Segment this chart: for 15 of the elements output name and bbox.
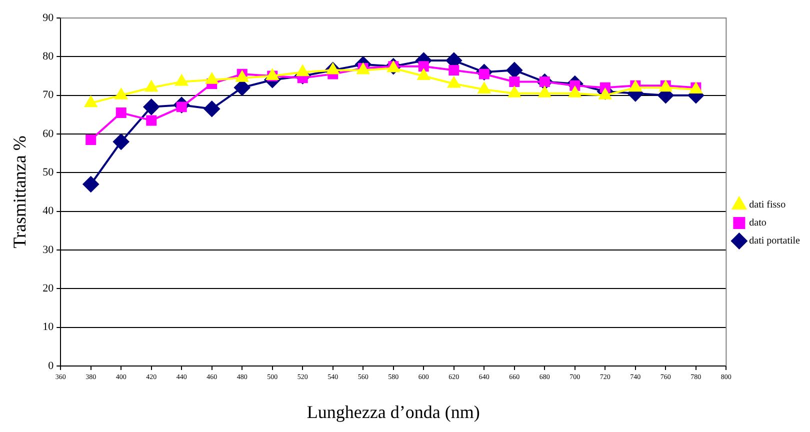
- legend-label: dati portatile: [749, 236, 801, 247]
- y-tick-label: 50: [42, 166, 54, 179]
- y-tick-label: 70: [42, 89, 54, 102]
- y-tick-label: 40: [42, 205, 54, 218]
- y-tick-label: 30: [42, 244, 54, 256]
- y-tick-label: 20: [42, 282, 54, 295]
- legend-label: dati fisso: [749, 200, 786, 211]
- legend-label: dato: [749, 218, 766, 229]
- x-axis-title: Lunghezza d’onda (nm): [306, 402, 480, 422]
- y-tick-label: 90: [42, 12, 54, 24]
- y-tick-label: 0: [48, 360, 54, 372]
- y-tick-label: 60: [42, 128, 54, 140]
- y-tick-label: 10: [42, 321, 54, 334]
- y-axis-title: Trasmittanza %: [10, 136, 30, 248]
- y-tick-label: 80: [42, 50, 54, 63]
